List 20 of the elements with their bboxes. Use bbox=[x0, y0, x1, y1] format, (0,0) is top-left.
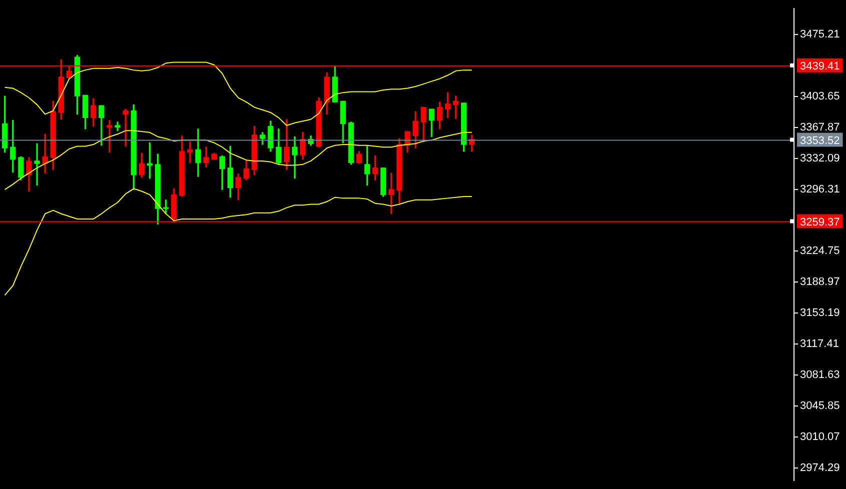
candlestick bbox=[114, 122, 120, 131]
candlestick bbox=[187, 142, 193, 164]
y-tick-label: 3117.41 bbox=[800, 338, 839, 350]
y-tick-label: 3367.87 bbox=[800, 121, 840, 134]
ref-line-label: 3259.37 bbox=[800, 216, 840, 228]
y-tick-label: 3010.07 bbox=[800, 431, 840, 444]
y-tick-label: 3153.19 bbox=[800, 307, 840, 320]
y-tick-label: 3045.85 bbox=[800, 400, 840, 412]
ref-line-label: 3439.41 bbox=[800, 60, 840, 72]
ref-line-label: 3353.52 bbox=[800, 134, 840, 147]
candlestick bbox=[106, 120, 112, 153]
y-tick-label: 3296.31 bbox=[800, 183, 840, 196]
y-tick-label: 3188.97 bbox=[800, 276, 840, 288]
y-tick-label: 3332.09 bbox=[800, 152, 840, 164]
y-tick-label: 3081.63 bbox=[800, 369, 840, 382]
candlestick bbox=[34, 143, 40, 186]
y-tick-label: 3224.75 bbox=[800, 245, 840, 258]
y-tick-label: 3403.65 bbox=[800, 90, 840, 102]
y-tick-label: 2974.29 bbox=[800, 462, 840, 474]
y-tick-label: 3475.21 bbox=[800, 28, 840, 40]
